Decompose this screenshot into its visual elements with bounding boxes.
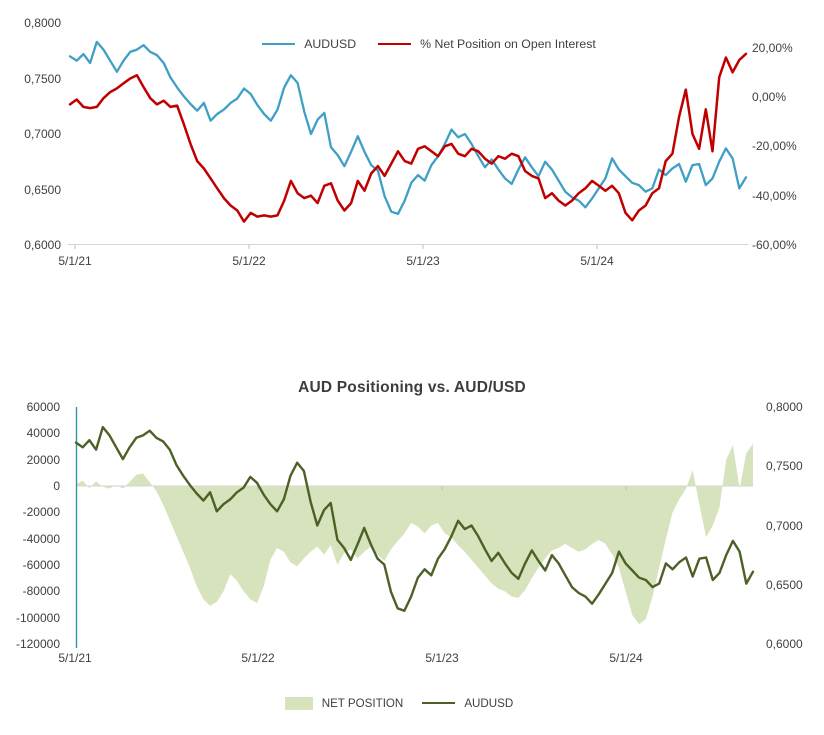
legend-item-audusd: AUDUSD (262, 37, 356, 51)
bottom-right-axis-tick-label: 0,8000 (766, 400, 803, 414)
bottom-left-axis-tick-label: 20000 (26, 452, 60, 467)
top-x-axis-tick-label: 5/1/24 (580, 254, 614, 268)
legend-item-net-position-pct-label: % Net Position on Open Interest (420, 37, 596, 51)
legend-item-audusd-bottom-label: AUDUSD (464, 696, 514, 710)
bottom-left-axis-tick-label: 0 (53, 479, 60, 493)
bottom-chart-legend: NET POSITION AUDUSD (0, 694, 798, 712)
top-left-axis-tick-label: 0,8000 (24, 16, 61, 30)
top-chart-legend: AUDUSD % Net Position on Open Interest (34, 36, 824, 52)
top-left-axis-tick-label: 0,6500 (24, 182, 61, 197)
bottom-left-axis-tick-label: 60000 (26, 400, 60, 414)
bottom-right-axis-tick-label: 0,7000 (766, 518, 803, 533)
bottom-right-axis-tick-label: 0,6000 (766, 637, 803, 651)
bottom-left-axis-tick-label: -20000 (22, 505, 60, 520)
bottom-left-axis-tick-label: -80000 (22, 584, 60, 599)
legend-item-net-position-label: NET POSITION (321, 696, 404, 710)
top-x-axis-tick-label: 5/1/23 (406, 254, 440, 268)
legend-item-net-position-swatch-icon (284, 696, 313, 710)
audusd-line (68, 40, 748, 216)
top-left-axis-tick-label: 0,7500 (24, 71, 61, 86)
bottom-x-axis-tick-label: 5/1/23 (425, 651, 459, 665)
top-right-axis-tick-label: 20,00% (752, 40, 793, 55)
top-right-axis-tick-label: -60,00% (752, 238, 797, 252)
audusd-line-bottom (74, 425, 755, 612)
bottom-left-axis-tick-label: -100000 (15, 610, 60, 625)
legend-item-audusd-bottom-swatch-icon (422, 702, 456, 704)
top-right-axis-tick-label: -20,00% (752, 139, 797, 154)
bottom-chart-title: AUD Positioning vs. AUD/USD (298, 378, 526, 396)
legend-item-net-position-pct: % Net Position on Open Interest (378, 37, 596, 51)
legend-item-net-position: NET POSITION (284, 696, 404, 710)
top-right-axis-tick-label: 0,00% (752, 90, 787, 104)
bottom-x-axis-tick-label: 5/1/24 (609, 651, 643, 665)
bottom-x-axis-tick-label: 5/1/21 (58, 651, 92, 665)
legend-item-audusd-swatch-icon (262, 43, 296, 45)
top-left-axis-tick-label: 0,7000 (24, 127, 61, 141)
bottom-left-axis-tick-label: -120000 (15, 637, 60, 651)
legend-item-net-position-pct-swatch-icon (378, 43, 412, 45)
bottom-right-axis-tick-label: 0,6500 (766, 577, 803, 592)
legend-item-audusd-label: AUDUSD (304, 37, 357, 51)
bottom-x-axis-tick-label: 5/1/22 (241, 651, 275, 665)
net-position-pct-line (68, 52, 748, 223)
bottom-left-axis-tick-label: -60000 (22, 558, 60, 572)
top-right-axis-tick-label: -40,00% (752, 188, 797, 203)
net-position-area (76, 443, 753, 625)
bottom-right-axis-tick-label: 0,7500 (766, 459, 803, 474)
top-x-axis-tick-label: 5/1/22 (232, 254, 266, 268)
bottom-left-axis-tick-label: 40000 (26, 426, 60, 441)
legend-item-audusd-bottom: AUDUSD (422, 697, 513, 710)
top-x-axis-tick-label: 5/1/21 (58, 254, 92, 268)
top-left-axis-tick-label: 0,6000 (24, 238, 61, 252)
bottom-left-axis-tick-label: -40000 (22, 531, 60, 546)
